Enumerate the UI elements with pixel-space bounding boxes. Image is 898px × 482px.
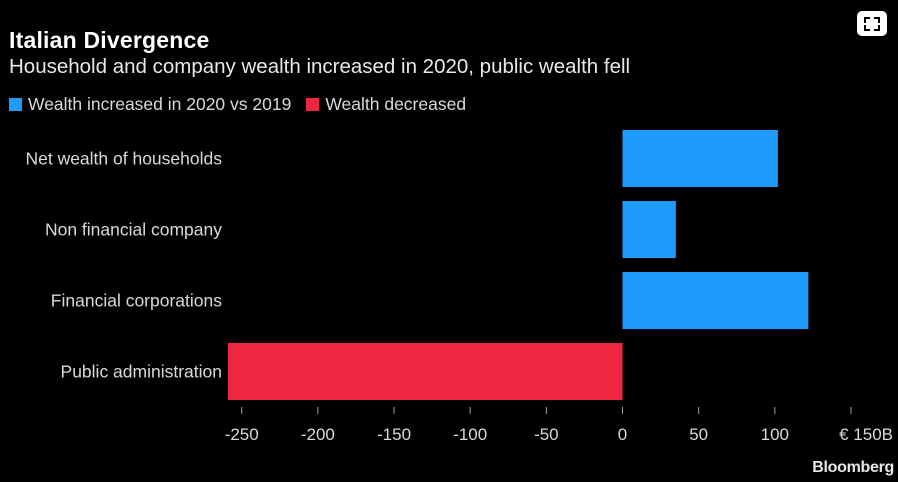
x-tick-label: 0	[618, 425, 627, 444]
expand-button[interactable]	[857, 11, 887, 36]
x-tick-label: -50	[534, 425, 559, 444]
bar-3	[228, 343, 623, 400]
legend-item-decreased: Wealth decreased	[306, 94, 466, 115]
bar-1	[622, 201, 676, 258]
expand-icon	[864, 17, 880, 31]
chart-subtitle: Household and company wealth increased i…	[9, 55, 631, 78]
legend-swatch-decreased	[306, 97, 320, 111]
bloomberg-logo: Bloomberg	[812, 459, 894, 476]
x-tick-label: -200	[301, 425, 335, 444]
x-tick-label: 100	[761, 425, 789, 444]
legend-item-increased: Wealth increased in 2020 vs 2019	[9, 94, 291, 115]
x-tick-label: 50	[689, 425, 708, 444]
category-label: Financial corporations	[51, 291, 222, 311]
x-tick-label: -100	[453, 425, 487, 444]
legend-label-decreased: Wealth decreased	[325, 93, 467, 114]
bar-0	[622, 130, 778, 187]
legend-label-increased: Wealth increased in 2020 vs 2019	[28, 93, 292, 114]
category-label: Public administration	[61, 362, 222, 382]
category-label: Net wealth of households	[25, 149, 222, 169]
legend-swatch-increased	[9, 97, 22, 111]
bar-2	[622, 272, 809, 329]
x-tick-label: € 150B	[839, 425, 893, 444]
x-tick-label: -150	[377, 425, 411, 444]
legend: Wealth increased in 2020 vs 2019 Wealth …	[9, 94, 481, 114]
x-tick-label: -250	[225, 425, 259, 444]
chart-title: Italian Divergence	[9, 27, 210, 53]
category-label: Non financial company	[45, 220, 222, 240]
